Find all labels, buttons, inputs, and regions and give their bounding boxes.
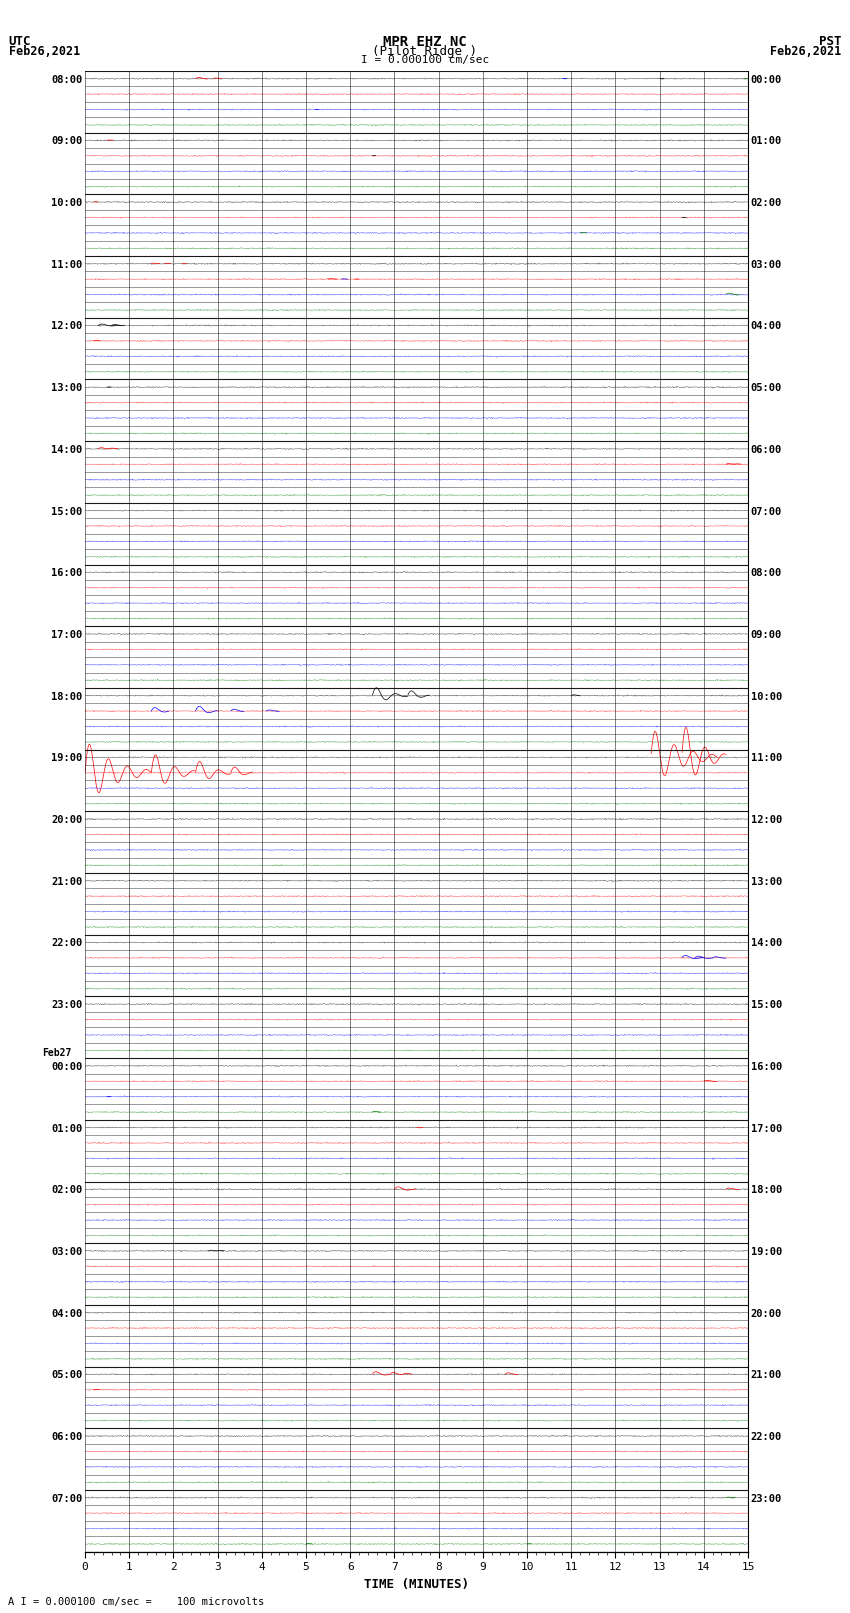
Text: PST: PST — [819, 35, 842, 48]
Text: A I = 0.000100 cm/sec =    100 microvolts: A I = 0.000100 cm/sec = 100 microvolts — [8, 1597, 264, 1607]
Text: (Pilot Ridge ): (Pilot Ridge ) — [372, 45, 478, 58]
Text: I = 0.000100 cm/sec: I = 0.000100 cm/sec — [361, 55, 489, 65]
X-axis label: TIME (MINUTES): TIME (MINUTES) — [364, 1578, 469, 1590]
Text: MPR EHZ NC: MPR EHZ NC — [383, 35, 467, 50]
Text: Feb26,2021: Feb26,2021 — [8, 45, 80, 58]
Text: Feb27: Feb27 — [42, 1048, 71, 1058]
Text: Feb26,2021: Feb26,2021 — [770, 45, 842, 58]
Text: UTC: UTC — [8, 35, 31, 48]
